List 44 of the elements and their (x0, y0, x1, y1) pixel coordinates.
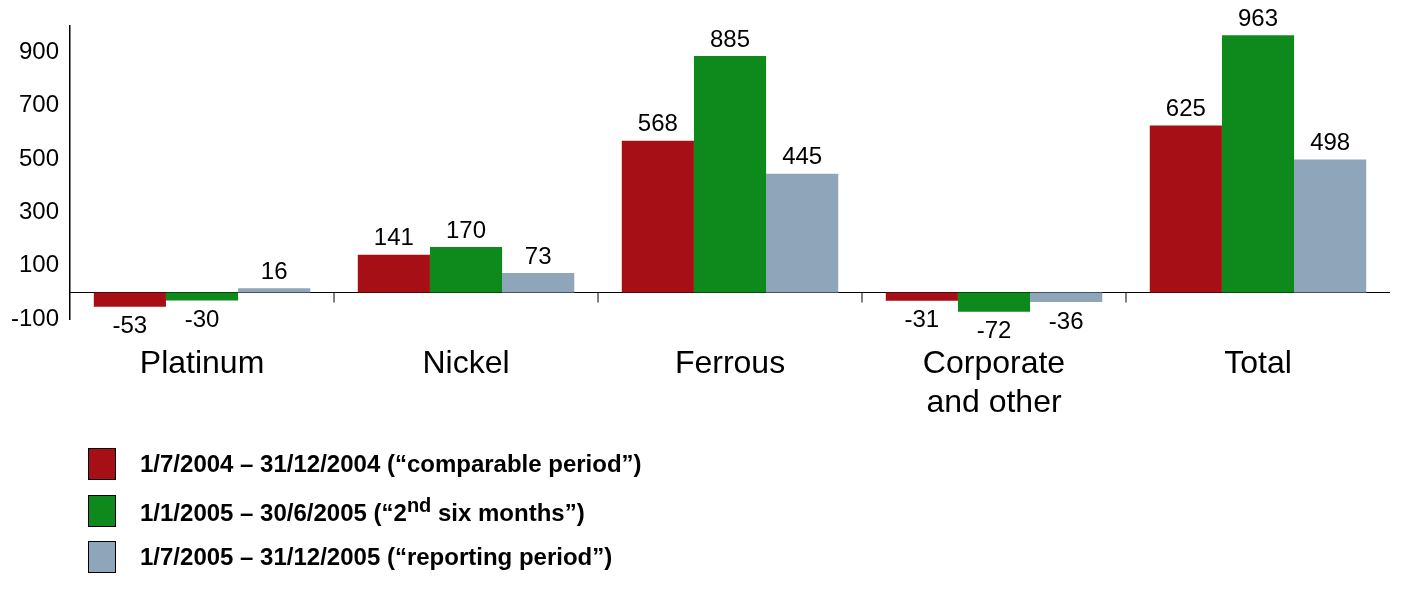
y-tick-label: 900 (18, 36, 60, 64)
data-label: 170 (446, 215, 487, 243)
data-label: 141 (373, 223, 414, 251)
x-tick-label: Ferrous (674, 344, 786, 381)
bar (238, 288, 311, 293)
bar (1030, 292, 1103, 303)
bar (357, 254, 430, 293)
data-label: -31 (904, 305, 940, 333)
bar (693, 56, 767, 293)
data-label: 445 (782, 142, 823, 170)
bar (1221, 35, 1295, 293)
data-label: 498 (1310, 128, 1351, 156)
y-tick-label: 700 (18, 90, 60, 118)
legend-label: 1/1/2005 – 30/6/2005 (“2$^{nd}$ six months”) (140, 494, 585, 527)
bar (1294, 159, 1367, 293)
bar (429, 247, 503, 293)
y-tick-label: -100 (10, 303, 60, 331)
data-label: -72 (976, 316, 1012, 344)
bar (766, 173, 839, 293)
data-label: 625 (1165, 94, 1206, 122)
legend-label: 1/7/2005 – 31/12/2005 (“reporting period”) (140, 543, 613, 571)
data-label: 963 (1237, 3, 1279, 31)
data-label: -53 (112, 311, 148, 339)
x-tick-label: Platinum (139, 344, 265, 381)
data-label: 16 (260, 256, 288, 284)
y-tick-label: 500 (18, 143, 60, 171)
bar (957, 292, 1031, 312)
x-tick-label: Nickel (422, 344, 510, 381)
data-label: -30 (184, 305, 220, 333)
bar (885, 292, 958, 301)
x-tick-label: Corporate and other (922, 344, 1066, 419)
bar (165, 292, 239, 301)
data-label: 73 (524, 241, 552, 269)
bar (1149, 125, 1222, 293)
y-tick-label: 100 (18, 250, 60, 278)
bar (621, 140, 694, 293)
bar (93, 292, 166, 307)
data-label: 568 (637, 109, 678, 137)
legend-label: 1/7/2004 – 31/12/2004 (“comparable period”) (140, 450, 642, 478)
data-label: 885 (709, 24, 751, 52)
y-tick-label: 300 (18, 196, 60, 224)
bar (502, 272, 575, 293)
x-tick-label: Total (1224, 344, 1292, 381)
data-label: -36 (1048, 306, 1084, 334)
